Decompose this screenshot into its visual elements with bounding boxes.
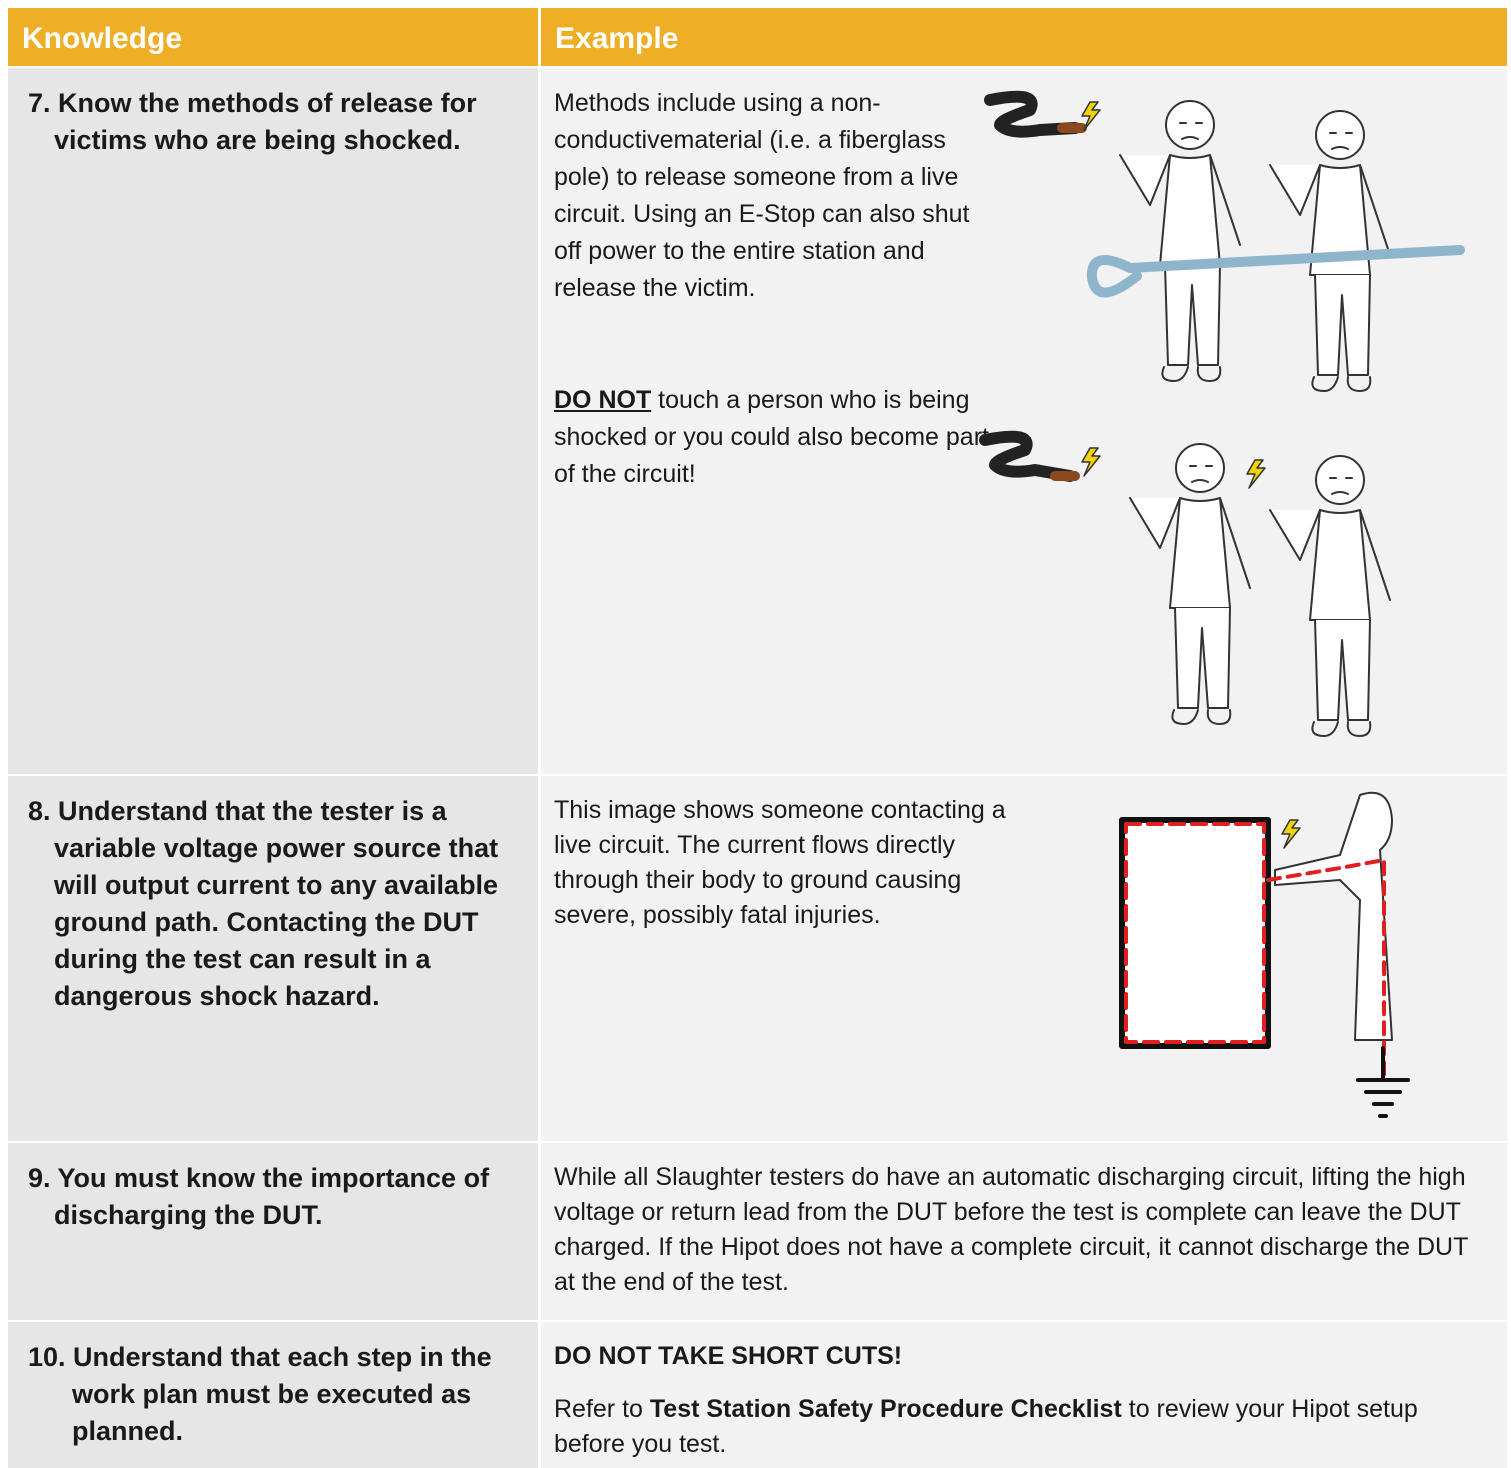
contact-illustration	[979, 430, 1391, 737]
warning-text: DO NOT touch a person who is being shock…	[554, 382, 999, 493]
knowledge-cell: 8. Understand that the tester is a varia…	[8, 776, 538, 1141]
example-text: This image shows someone contacting a li…	[554, 796, 1006, 929]
knowledge-text: 7. Know the methods of release for victi…	[28, 88, 477, 155]
example-text: While all Slaughter testers do have an a…	[554, 1163, 1468, 1296]
example-heading: DO NOT TAKE SHORT CUTS!	[554, 1342, 903, 1370]
warning-body: touch a person who is being shocked or y…	[554, 386, 989, 488]
knowledge-cell: 10. Understand that each step in the wor…	[8, 1322, 538, 1468]
example-cell: DO NOT TAKE SHORT CUTS! Refer to Test St…	[541, 1322, 1507, 1468]
knowledge-text: 8. Understand that the tester is a varia…	[28, 796, 499, 1011]
reference-before: Refer to	[554, 1395, 643, 1423]
example-cell: While all Slaughter testers do have an a…	[541, 1143, 1507, 1320]
knowledge-text: 9. You must know the importance of disch…	[28, 1163, 490, 1230]
release-illustration	[984, 90, 1465, 392]
warning-emphasis: DO NOT	[554, 386, 652, 414]
header-cell: Example	[541, 8, 1507, 66]
header-knowledge: Knowledge	[22, 22, 183, 55]
header-cell: Knowledge	[8, 8, 538, 66]
knowledge-cell: 9. You must know the importance of disch…	[8, 1143, 538, 1320]
header-example: Example	[555, 22, 679, 55]
ground-path-illustration	[1119, 791, 1410, 1118]
knowledge-text: 10. Understand that each step in the wor…	[28, 1342, 492, 1446]
example-text: Refer to Test Station Safety Procedure C…	[554, 1392, 1487, 1462]
example-text: Methods include using a non-conductivema…	[554, 89, 970, 302]
reference-document: Test Station Safety Procedure Checklist	[649, 1395, 1122, 1423]
reference-after: to review your Hipot setup before you te…	[554, 1395, 1418, 1458]
knowledge-cell: 7. Know the methods of release for victi…	[8, 68, 538, 774]
